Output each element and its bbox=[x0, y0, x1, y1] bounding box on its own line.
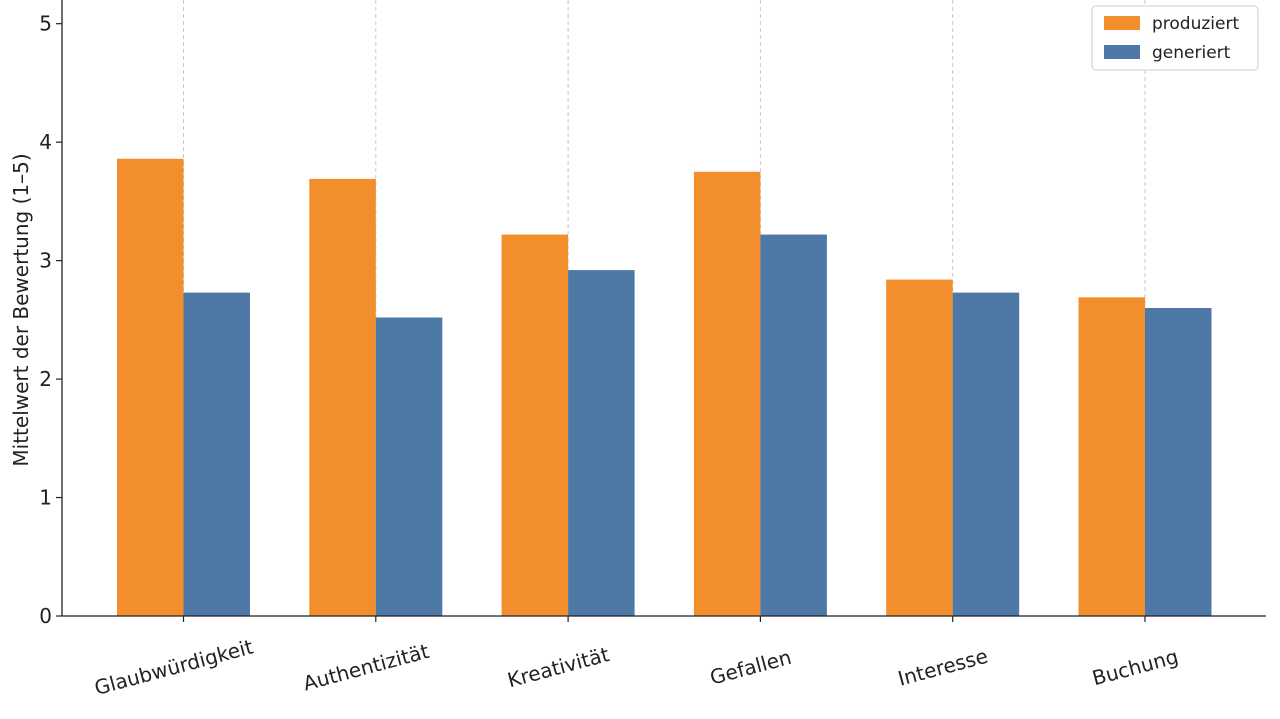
y-tick-label: 3 bbox=[39, 249, 52, 273]
bar-produziert-4 bbox=[886, 279, 953, 616]
legend-label-produziert: produziert bbox=[1152, 14, 1239, 34]
x-ticks: Glaubwürdigkeit Authentizität Kreativität G… bbox=[92, 616, 1181, 700]
bar-produziert-0 bbox=[117, 158, 184, 616]
bars bbox=[117, 158, 1212, 617]
x-tick-label: Buchung bbox=[1090, 644, 1181, 690]
bar-generiert-4 bbox=[952, 292, 1020, 616]
bar-produziert-1 bbox=[309, 178, 376, 616]
y-tick-label: 5 bbox=[39, 12, 52, 36]
y-tick-label: 2 bbox=[39, 367, 52, 391]
legend: produziert generiert bbox=[1091, 5, 1259, 71]
y-tick-label: 0 bbox=[39, 604, 52, 628]
bar-generiert-5 bbox=[1145, 308, 1212, 616]
y-tick-label: 1 bbox=[39, 486, 52, 510]
bar-produziert-2 bbox=[501, 234, 569, 617]
bar-produziert-5 bbox=[1078, 297, 1145, 616]
axes bbox=[61, 0, 1266, 617]
x-tick-label: Gefallen bbox=[707, 645, 794, 690]
x-tick-label: Interesse bbox=[895, 644, 990, 691]
bar-generiert-0 bbox=[183, 292, 250, 616]
x-tick-label: Kreativität bbox=[505, 642, 612, 692]
bar-generiert-3 bbox=[760, 234, 827, 617]
y-axis-label: Mittelwert der Bewertung (1–5) bbox=[9, 153, 33, 466]
bar-generiert-2 bbox=[568, 270, 635, 616]
x-tick-label: Glaubwürdigkeit bbox=[92, 634, 256, 699]
bar-generiert-1 bbox=[375, 317, 443, 616]
legend-swatch-generiert bbox=[1104, 45, 1140, 59]
legend-swatch-produziert bbox=[1104, 16, 1140, 30]
y-tick-label: 4 bbox=[39, 130, 52, 154]
y-ticks: 0 1 2 3 4 5 bbox=[39, 12, 62, 628]
legend-label-generiert: generiert bbox=[1152, 43, 1231, 63]
x-tick-label: Authentizität bbox=[300, 639, 431, 696]
bar-produziert-3 bbox=[693, 171, 761, 616]
